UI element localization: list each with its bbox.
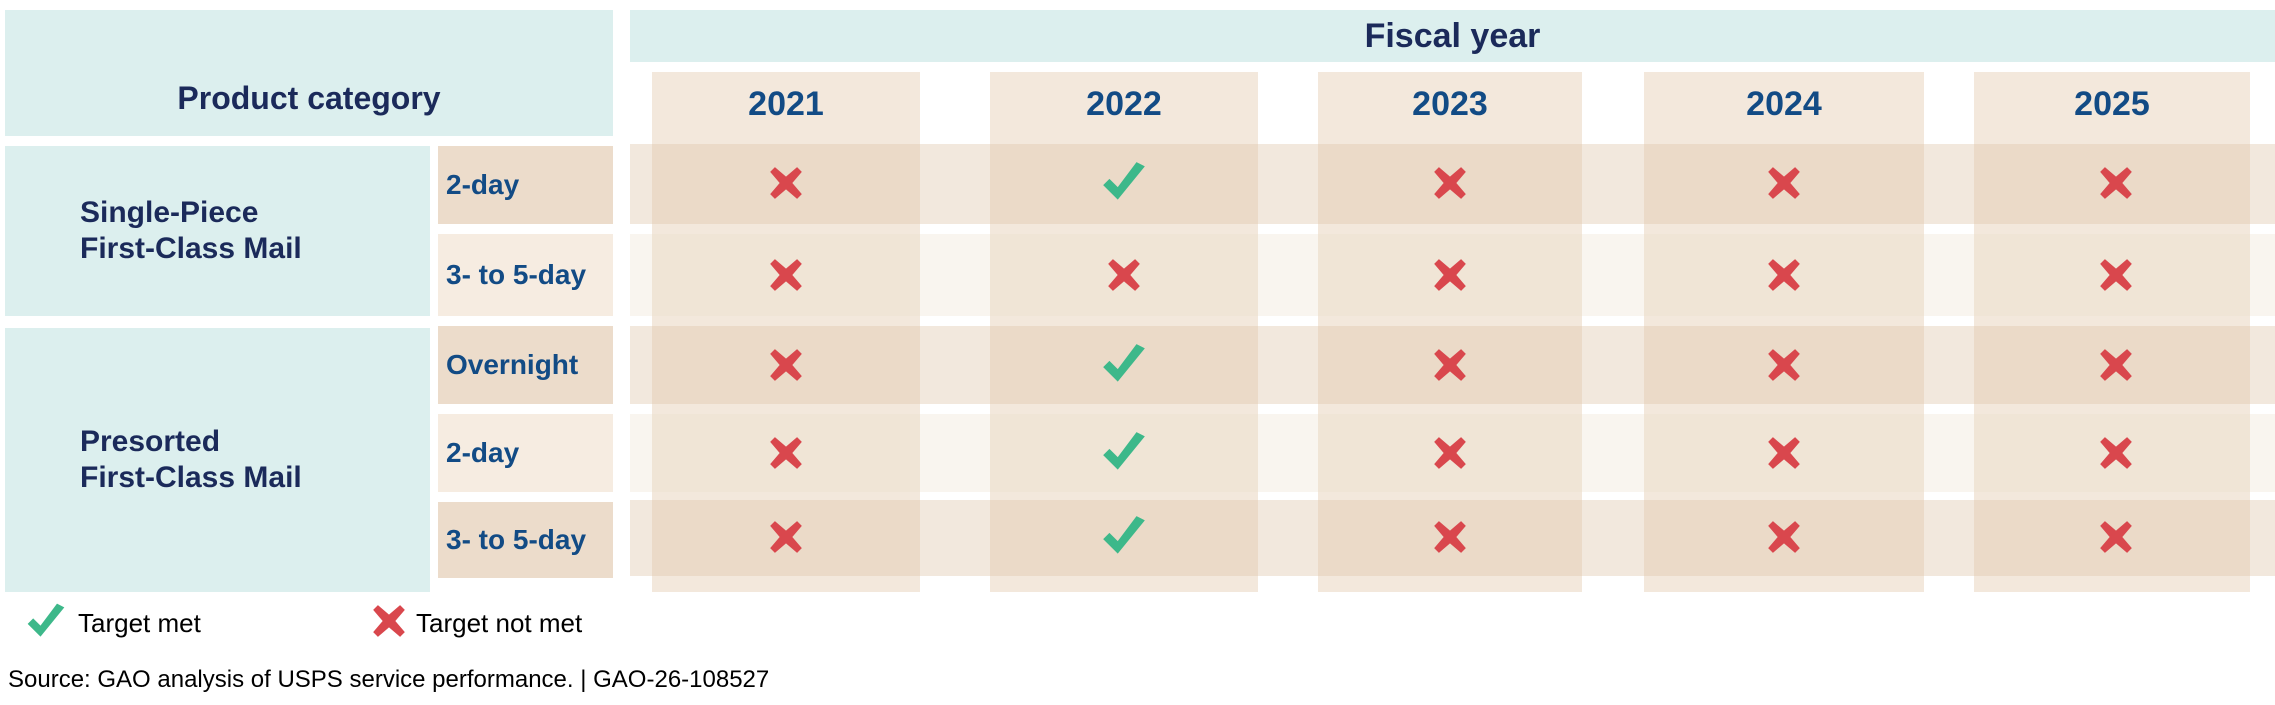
x-icon — [770, 521, 802, 553]
year-label-2024: 2024 — [1746, 84, 1822, 123]
check-icon — [1103, 516, 1145, 554]
category-cell-single-piece — [5, 146, 430, 316]
year-column-2021 — [652, 72, 920, 592]
x-icon — [1434, 437, 1466, 469]
x-icon — [1768, 437, 1800, 469]
category-label-single-piece: Single-Piece First-Class Mail — [80, 146, 420, 316]
category-line: First-Class Mail — [80, 461, 302, 494]
x-icon — [373, 605, 405, 637]
x-icon — [2100, 259, 2132, 291]
x-icon — [1768, 259, 1800, 291]
year-column-2022 — [990, 72, 1258, 592]
category-label-presorted: Presorted First-Class Mail — [80, 328, 420, 592]
year-column-2025 — [1974, 72, 2250, 592]
x-icon — [1434, 349, 1466, 381]
product-category-header: Product category — [177, 79, 441, 116]
x-icon — [2100, 167, 2132, 199]
x-icon — [2100, 349, 2132, 381]
check-icon — [27, 603, 65, 637]
x-icon — [2100, 521, 2132, 553]
product-category-header-cell — [5, 10, 613, 136]
legend-met-label: Target met — [78, 608, 201, 638]
x-icon — [1434, 259, 1466, 291]
x-icon — [770, 167, 802, 199]
x-icon — [770, 349, 802, 381]
check-icon — [1103, 162, 1145, 200]
standard-label: 3- to 5-day — [438, 234, 613, 316]
category-line: Presorted — [80, 425, 221, 458]
legend: Target met Target not met — [20, 598, 640, 648]
year-label-2023: 2023 — [1412, 84, 1488, 123]
category-cell-presorted — [5, 328, 430, 592]
fiscal-year-header: Fiscal year — [1364, 16, 1541, 55]
x-icon — [1768, 167, 1800, 199]
x-icon — [1434, 167, 1466, 199]
source-note: Source: GAO analysis of USPS service per… — [8, 666, 770, 693]
standard-label: 2-day — [438, 414, 613, 492]
year-column-2024 — [1644, 72, 1924, 592]
standard-label: 3- to 5-day — [438, 502, 613, 578]
fiscal-year-header-cell — [630, 10, 2275, 62]
category-line: First-Class Mail — [80, 232, 302, 265]
year-label-2022: 2022 — [1086, 84, 1162, 123]
x-icon — [1768, 521, 1800, 553]
standard-label: 2-day — [438, 146, 613, 224]
x-icon — [1434, 521, 1466, 553]
standard-label: Overnight — [438, 326, 613, 404]
x-icon — [1108, 259, 1140, 291]
x-icon — [1768, 349, 1800, 381]
check-icon — [1103, 432, 1145, 470]
legend-not-met-label: Target not met — [416, 608, 583, 638]
check-icon — [1103, 344, 1145, 382]
x-icon — [2100, 437, 2132, 469]
year-column-2023 — [1318, 72, 1582, 592]
category-line: Single-Piece — [80, 196, 259, 229]
x-icon — [770, 437, 802, 469]
x-icon — [770, 259, 802, 291]
year-label-2025: 2025 — [2074, 84, 2150, 123]
year-label-2021: 2021 — [748, 84, 824, 123]
